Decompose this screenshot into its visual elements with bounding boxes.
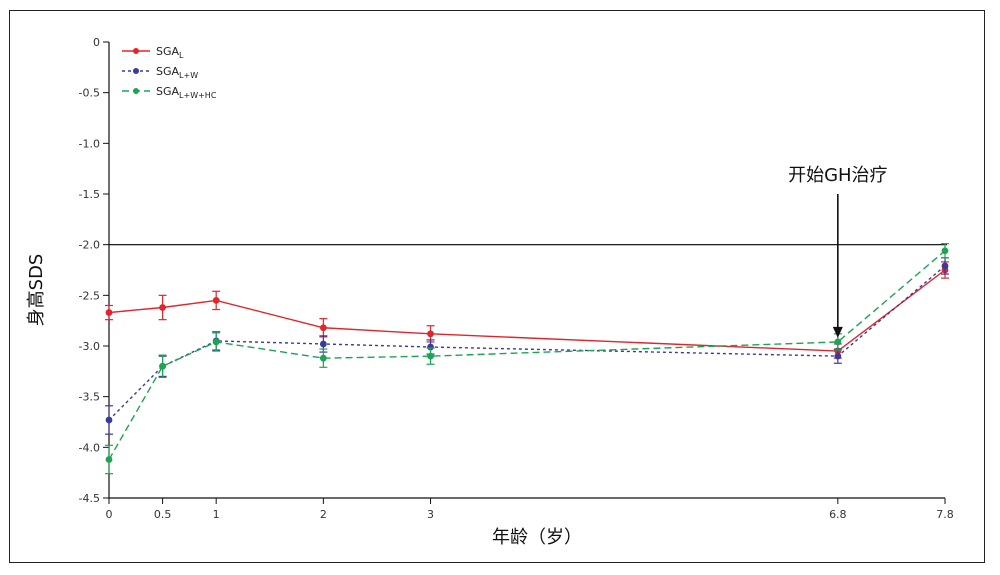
x-tick-label: 0 xyxy=(106,508,113,521)
chart-frame: 0 -0.5 -1.0 -1.5 -2.0 -2.5 -3.0 -3.5 -4.0 -4.5 0 0.… xyxy=(9,10,985,563)
y-tick-label: -0.5 xyxy=(79,87,100,100)
data-point xyxy=(834,352,842,360)
data-point xyxy=(159,304,166,311)
y-tick-label: -2.5 xyxy=(79,289,100,302)
legend-marker xyxy=(133,68,139,74)
data-point xyxy=(212,297,220,304)
legend-label: SGAL xyxy=(156,45,184,60)
y-tick-label: -3.0 xyxy=(79,340,100,353)
x-axis-label: 年龄（岁） xyxy=(492,527,582,548)
data-point xyxy=(319,354,327,362)
data-point xyxy=(834,338,842,346)
y-tick-label: 0 xyxy=(93,36,100,49)
data-point xyxy=(319,340,327,348)
y-axis-label: 身高SDS xyxy=(26,254,47,327)
x-tick-label: 6.8 xyxy=(829,508,847,521)
legend-marker xyxy=(133,48,139,54)
series-l-w-hc xyxy=(105,243,949,475)
data-point xyxy=(941,262,949,270)
data-point xyxy=(159,362,166,370)
y-tick-label: -3.5 xyxy=(79,391,100,404)
annotation: 开始GH治疗 xyxy=(788,165,888,338)
x-tick-label: 3 xyxy=(427,508,434,521)
y-tick-label: -1.5 xyxy=(79,188,100,201)
legend-marker xyxy=(133,88,139,94)
data-point xyxy=(105,456,113,463)
legend-label: SGAL+W+HC xyxy=(156,85,217,100)
annotation-label: 开始GH治疗 xyxy=(788,165,887,186)
y-tick-label: -1.0 xyxy=(79,137,100,150)
legend: SGAL SGAL+W SGAL+W+HC xyxy=(122,45,217,100)
data-point xyxy=(319,324,327,332)
data-point xyxy=(941,247,949,255)
line-chart: 0 -0.5 -1.0 -1.5 -2.0 -2.5 -3.0 -3.5 -4.0 -4.5 0 0.… xyxy=(26,36,954,548)
x-tick-label: 2 xyxy=(320,508,327,521)
data-point xyxy=(105,416,113,424)
x-tick-label: 0.5 xyxy=(154,508,172,521)
data-point xyxy=(212,338,220,346)
series-group xyxy=(105,243,949,475)
data-point xyxy=(105,309,113,316)
series-l-w xyxy=(105,257,949,435)
data-point xyxy=(427,352,434,360)
annotation-arrowhead xyxy=(832,326,843,338)
legend-label: SGAL+W xyxy=(156,65,198,80)
x-tick-label: 7.8 xyxy=(936,508,954,521)
series-line xyxy=(108,269,946,352)
y-tick-label: -4.0 xyxy=(79,441,100,454)
axes: 0 -0.5 -1.0 -1.5 -2.0 -2.5 -3.0 -3.5 -4.0 -4.5 0 0.… xyxy=(79,36,954,521)
data-point xyxy=(427,343,434,351)
y-tick-label: -2.0 xyxy=(79,239,100,252)
y-tick-label: -4.5 xyxy=(79,492,100,505)
data-point xyxy=(427,330,434,338)
x-tick-label: 1 xyxy=(213,508,220,521)
